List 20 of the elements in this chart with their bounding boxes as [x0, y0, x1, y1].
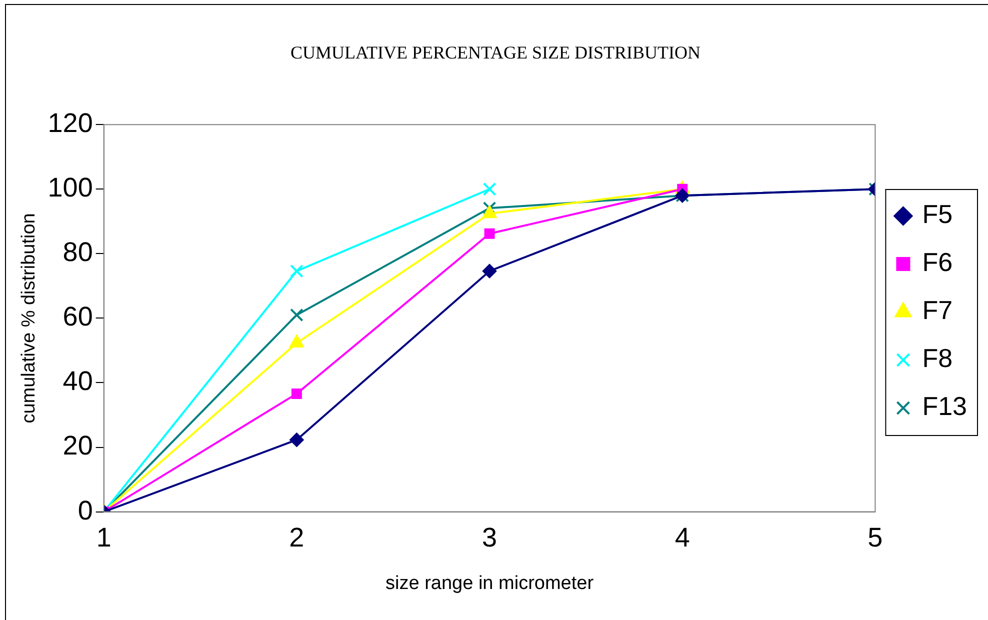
chart-title: CUMULATIVE PERCENTAGE SIZE DISTRIBUTION	[290, 42, 701, 63]
y-axis-title: cumulative % distribution	[18, 213, 40, 424]
x-tick-label: 1	[96, 522, 112, 552]
y-tick-label: 60	[62, 302, 93, 332]
x-tick-label: 4	[674, 522, 690, 552]
y-tick-label: 120	[48, 108, 93, 138]
legend-label: F7	[922, 295, 953, 326]
x-axis-title: size range in micrometer	[386, 572, 594, 594]
x-tick-label: 5	[868, 522, 883, 552]
legend-label: F5	[922, 199, 953, 230]
x-tick-label: 3	[482, 522, 498, 552]
y-tick-label: 40	[62, 366, 93, 396]
y-tick-label: 100	[48, 172, 93, 203]
legend-label: F8	[922, 343, 953, 374]
y-tick-label: 20	[62, 430, 93, 461]
legend-label: F6	[922, 247, 953, 278]
legend-label: F13	[922, 391, 968, 422]
y-tick-label: 80	[62, 237, 93, 268]
x-tick-label: 2	[289, 522, 304, 552]
y-tick-label: 0	[78, 495, 93, 526]
